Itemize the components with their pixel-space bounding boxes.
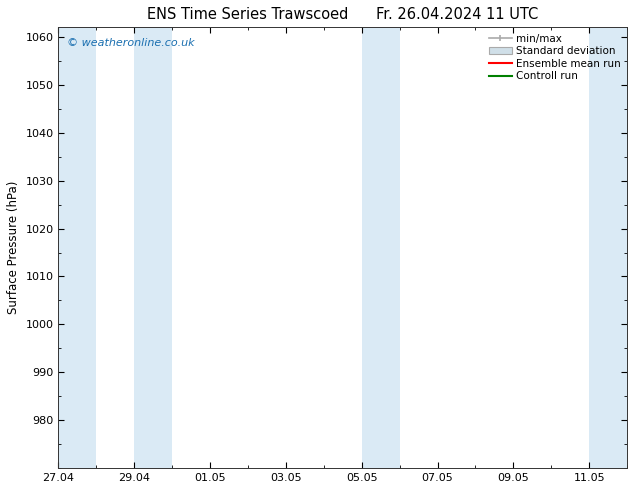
Bar [134,27,172,468]
Legend: min/max, Standard deviation, Ensemble mean run, Controll run: min/max, Standard deviation, Ensemble me… [485,29,625,86]
Title: ENS Time Series Trawscoed      Fr. 26.04.2024 11 UTC: ENS Time Series Trawscoed Fr. 26.04.2024… [147,7,538,22]
Text: © weatheronline.co.uk: © weatheronline.co.uk [67,38,195,49]
Bar [58,27,96,468]
Bar [589,27,627,468]
Bar [362,27,399,468]
Y-axis label: Surface Pressure (hPa): Surface Pressure (hPa) [7,181,20,315]
